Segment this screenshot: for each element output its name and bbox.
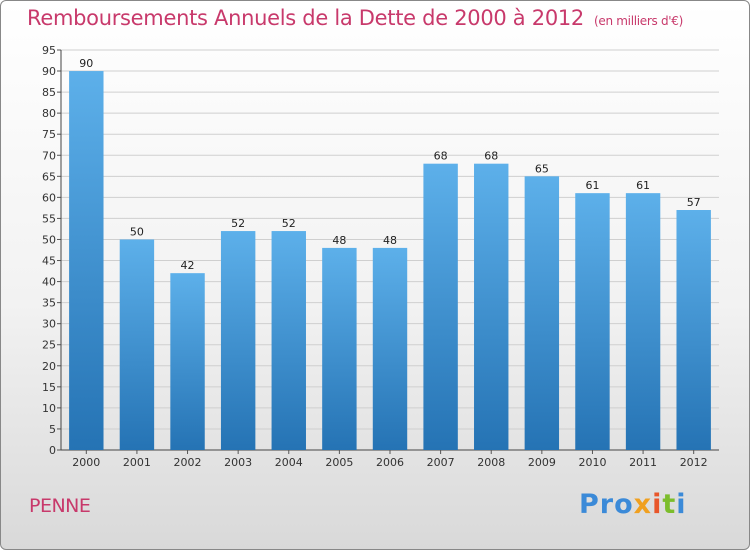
- x-tick-label: 2004: [275, 456, 303, 469]
- y-tick-label: 90: [42, 65, 56, 78]
- bar-value-label: 61: [636, 179, 650, 192]
- bar: [69, 71, 104, 450]
- x-tick-label: 2007: [427, 456, 455, 469]
- bar: [625, 193, 661, 450]
- logo-part-1: Pro: [579, 489, 634, 520]
- labels: 90 50 42 52 52 48 48 68 68 65 61 61 57: [79, 57, 700, 272]
- logo-part-2: x: [633, 489, 653, 520]
- y-tick-label: 15: [42, 381, 56, 394]
- y-tick-label: 5: [49, 423, 56, 436]
- bar-value-label: 48: [383, 234, 397, 247]
- y-tick-label: 95: [42, 44, 56, 57]
- y-tick-label: 30: [42, 318, 56, 331]
- bar: [271, 231, 306, 450]
- y-tick-label: 45: [42, 255, 56, 268]
- bar: [423, 163, 458, 450]
- proxiti-logo: Proxiti: [579, 489, 687, 520]
- bar-value-label: 61: [585, 179, 599, 192]
- bar-value-label: 52: [282, 217, 296, 230]
- bar-value-label: 68: [434, 150, 448, 163]
- y-tick-label: 0: [49, 444, 56, 457]
- bar: [170, 273, 205, 450]
- x-tick-label: 2010: [578, 456, 606, 469]
- y-tick-label: 25: [42, 339, 56, 352]
- y-tick-label: 35: [42, 297, 56, 310]
- logo-part-5: i: [676, 489, 687, 520]
- chart-subtitle: (en milliers d'€): [594, 14, 684, 28]
- x-tick-label: 2002: [174, 456, 202, 469]
- x-tick-label: 2001: [123, 456, 151, 469]
- x-tick-label: 2012: [680, 456, 708, 469]
- bar-value-label: 90: [79, 57, 93, 70]
- y-tick-label: 20: [42, 360, 56, 373]
- bar-value-label: 52: [231, 217, 245, 230]
- bar: [524, 176, 560, 450]
- bar: [372, 247, 408, 450]
- bar: [575, 193, 610, 450]
- y-tick-label: 55: [42, 212, 56, 225]
- bar: [322, 247, 357, 450]
- bar-value-label: 42: [181, 259, 195, 272]
- y-tick-label: 60: [42, 191, 56, 204]
- logo-part-3: i: [652, 489, 663, 520]
- y-tick-label: 50: [42, 233, 56, 246]
- bar: [676, 210, 711, 450]
- y-tick-label: 40: [42, 276, 56, 289]
- y-tick-label: 70: [42, 149, 56, 162]
- bars: [69, 71, 711, 450]
- bar-value-label: 57: [687, 196, 701, 209]
- y-tick-label: 65: [42, 170, 56, 183]
- x-tick-label: 2005: [325, 456, 353, 469]
- bar: [474, 163, 509, 450]
- y-tick-label: 80: [42, 107, 56, 120]
- bar-value-label: 48: [332, 234, 346, 247]
- y-tick-label: 75: [42, 128, 56, 141]
- title-text: Remboursements Annuels de la Dette de 20…: [27, 6, 584, 30]
- logo-part-4: t: [662, 489, 677, 520]
- x-tick-label: 2009: [528, 456, 556, 469]
- y-tick-label: 85: [42, 86, 56, 99]
- y-tick-label: 10: [42, 402, 56, 415]
- bar: [220, 231, 256, 450]
- bar-value-label: 68: [484, 150, 498, 163]
- x-tick-label: 2003: [224, 456, 252, 469]
- bar-value-label: 65: [535, 162, 549, 175]
- x-tick-label: 2006: [376, 456, 404, 469]
- commune-name: PENNE: [29, 495, 91, 517]
- x-tick-label: 2011: [629, 456, 657, 469]
- chart-title: Remboursements Annuels de la Dette de 20…: [27, 6, 683, 30]
- x-tick-label: 2000: [72, 456, 100, 469]
- bar: [119, 239, 155, 450]
- x-tick-label: 2008: [477, 456, 505, 469]
- bar-value-label: 50: [130, 225, 144, 238]
